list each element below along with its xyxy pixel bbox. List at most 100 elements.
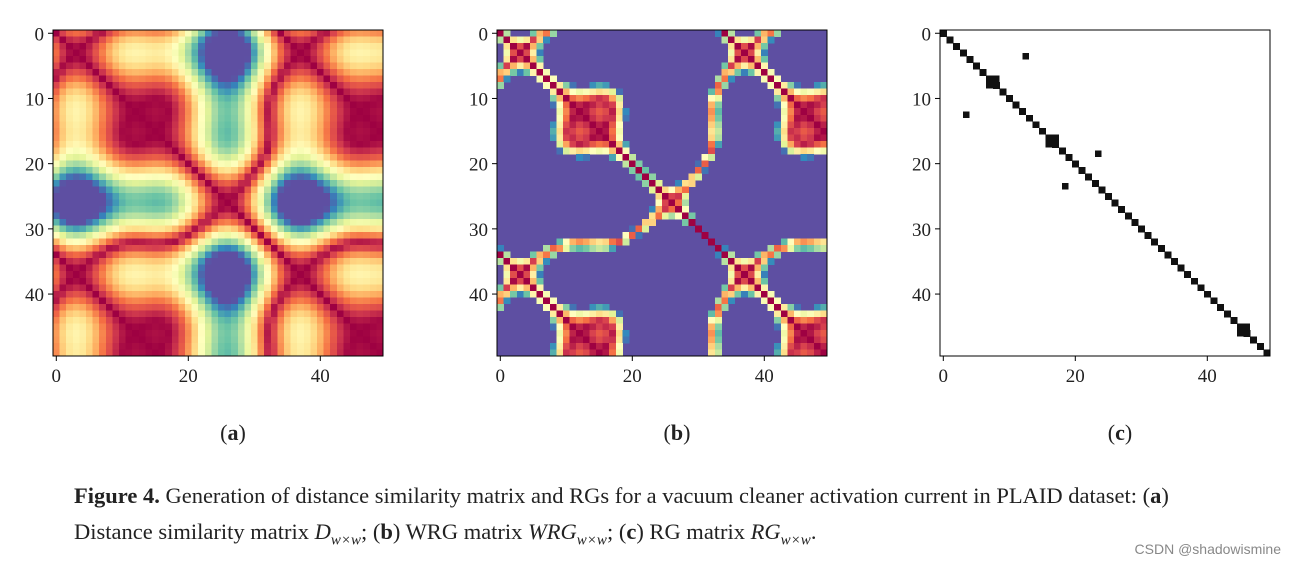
cell xyxy=(356,88,364,96)
cell xyxy=(237,271,245,279)
cell xyxy=(132,114,140,122)
cell xyxy=(270,225,278,233)
cell xyxy=(237,212,245,220)
cell xyxy=(132,258,140,266)
cell xyxy=(198,179,206,187)
cell xyxy=(303,271,311,279)
cell xyxy=(79,238,87,246)
cell xyxy=(569,336,577,344)
cell xyxy=(589,121,597,129)
cell xyxy=(204,186,212,194)
cell xyxy=(589,114,597,122)
cell xyxy=(615,114,623,122)
cell xyxy=(602,121,610,129)
cell xyxy=(171,349,179,357)
cell xyxy=(350,95,357,103)
cell xyxy=(317,30,324,37)
cell xyxy=(807,114,815,122)
cell xyxy=(138,297,146,305)
cell xyxy=(105,160,113,168)
cell xyxy=(158,277,166,285)
cell xyxy=(224,193,232,200)
cell xyxy=(224,140,232,148)
cell xyxy=(741,43,749,50)
cell xyxy=(158,173,166,181)
y-tick-label: 30 xyxy=(912,220,931,241)
cell xyxy=(178,225,186,233)
cell xyxy=(152,329,159,337)
cell xyxy=(622,114,630,122)
cell xyxy=(563,349,570,357)
cell xyxy=(231,49,239,57)
cell xyxy=(330,179,338,187)
cell xyxy=(761,290,768,298)
cell xyxy=(185,173,192,181)
cell xyxy=(204,75,212,83)
cell xyxy=(780,147,788,155)
cell xyxy=(761,284,768,292)
cell xyxy=(132,225,140,233)
cell xyxy=(602,88,610,96)
cell xyxy=(178,232,186,240)
cell xyxy=(264,290,272,298)
cell xyxy=(569,238,577,246)
caption-part: D xyxy=(314,519,331,544)
cell xyxy=(780,108,788,116)
cell xyxy=(343,30,351,37)
cell xyxy=(310,101,318,109)
cell xyxy=(350,329,357,337)
cell xyxy=(145,134,153,142)
cell xyxy=(376,43,384,50)
cell xyxy=(609,114,617,122)
cell xyxy=(145,251,153,259)
cell xyxy=(99,95,107,103)
cell xyxy=(767,303,775,311)
cell xyxy=(158,108,166,116)
cell xyxy=(297,108,305,116)
cell xyxy=(257,49,265,57)
cell xyxy=(105,303,113,311)
cell xyxy=(774,342,782,350)
cell xyxy=(138,49,146,57)
cell xyxy=(178,69,186,77)
cell xyxy=(330,127,338,135)
cell xyxy=(284,153,291,161)
cell xyxy=(536,56,544,63)
y-tick-label: 30 xyxy=(469,220,488,241)
cell xyxy=(125,193,133,200)
cell xyxy=(264,127,272,135)
cell xyxy=(171,49,179,57)
cell xyxy=(86,316,93,324)
cell xyxy=(317,225,324,233)
cell xyxy=(204,323,212,331)
cell xyxy=(1204,290,1211,298)
cell xyxy=(622,108,630,116)
cell xyxy=(224,49,232,57)
cell xyxy=(191,199,199,207)
cell xyxy=(297,329,305,337)
cell xyxy=(171,140,179,148)
cell xyxy=(185,153,192,161)
cell xyxy=(171,297,179,305)
cell xyxy=(132,277,140,285)
cell xyxy=(224,121,232,129)
cell xyxy=(145,219,153,226)
cell xyxy=(820,147,828,155)
cell xyxy=(86,114,93,122)
cell xyxy=(310,69,318,77)
cell xyxy=(747,62,755,70)
cell xyxy=(290,179,298,187)
cell xyxy=(53,95,60,103)
cell xyxy=(72,82,80,90)
cell xyxy=(556,127,564,135)
cell xyxy=(112,271,120,279)
cell xyxy=(695,225,702,233)
cell xyxy=(86,30,93,37)
cell xyxy=(66,277,74,285)
cell xyxy=(317,173,324,181)
cell xyxy=(376,336,384,344)
cell xyxy=(86,62,93,70)
cell xyxy=(204,49,212,57)
cell xyxy=(662,199,669,207)
cell xyxy=(264,238,272,246)
